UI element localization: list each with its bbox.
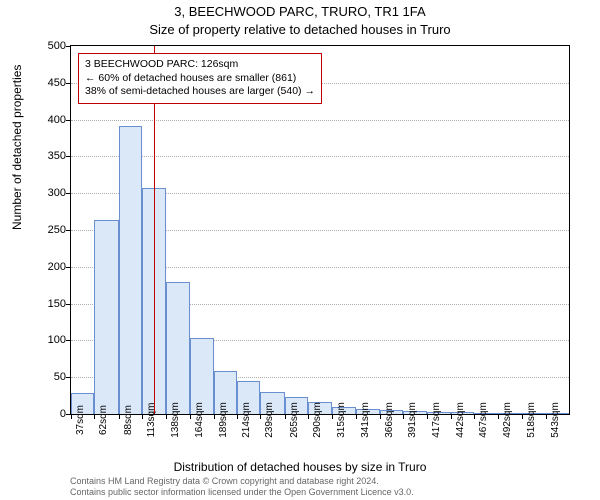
- y-tick-label: 50: [40, 371, 66, 383]
- x-tick-mark: [285, 415, 286, 419]
- x-tick-label: 417sqm: [431, 402, 442, 438]
- y-tick-mark: [66, 304, 70, 305]
- x-tick-mark: [356, 415, 357, 419]
- y-tick-mark: [66, 267, 70, 268]
- x-tick-mark: [214, 415, 215, 419]
- x-tick-label: 239sqm: [264, 402, 275, 438]
- y-tick-mark: [66, 377, 70, 378]
- x-tick-label: 88sqm: [123, 405, 134, 435]
- x-tick-mark: [474, 415, 475, 419]
- footer-line2: Contains public sector information licen…: [70, 487, 414, 498]
- annotation-line: ← 60% of detached houses are smaller (86…: [85, 72, 315, 86]
- y-tick-label: 200: [40, 261, 66, 273]
- x-tick-mark: [332, 415, 333, 419]
- x-tick-mark: [119, 415, 120, 419]
- plot-area: 3 BEECHWOOD PARC: 126sqm← 60% of detache…: [70, 45, 570, 415]
- x-tick-label: 518sqm: [526, 402, 537, 438]
- x-tick-label: 189sqm: [218, 402, 229, 438]
- x-tick-mark: [142, 415, 143, 419]
- y-tick-mark: [66, 193, 70, 194]
- x-tick-label: 62sqm: [98, 405, 109, 435]
- x-tick-mark: [260, 415, 261, 419]
- x-tick-label: 265sqm: [289, 402, 300, 438]
- annotation-line: 3 BEECHWOOD PARC: 126sqm: [85, 58, 315, 72]
- y-tick-label: 0: [40, 408, 66, 420]
- x-tick-mark: [546, 415, 547, 419]
- x-tick-mark: [166, 415, 167, 419]
- y-tick-label: 450: [40, 77, 66, 89]
- y-tick-mark: [66, 340, 70, 341]
- x-tick-mark: [522, 415, 523, 419]
- x-tick-mark: [403, 415, 404, 419]
- histogram-bar: [94, 220, 118, 414]
- y-tick-label: 400: [40, 114, 66, 126]
- y-tick-label: 300: [40, 187, 66, 199]
- annotation-box: 3 BEECHWOOD PARC: 126sqm← 60% of detache…: [78, 53, 322, 104]
- x-tick-label: 391sqm: [407, 402, 418, 438]
- x-tick-label: 164sqm: [194, 402, 205, 438]
- footer-attribution: Contains HM Land Registry data © Crown c…: [70, 476, 414, 498]
- x-tick-label: 138sqm: [170, 402, 181, 438]
- x-tick-mark: [94, 415, 95, 419]
- x-tick-label: 315sqm: [336, 402, 347, 438]
- x-tick-mark: [190, 415, 191, 419]
- x-tick-label: 442sqm: [455, 402, 466, 438]
- x-tick-mark: [498, 415, 499, 419]
- x-tick-label: 214sqm: [241, 402, 252, 438]
- x-tick-label: 543sqm: [550, 402, 561, 438]
- x-tick-label: 113sqm: [146, 403, 157, 438]
- histogram-bar: [119, 126, 142, 415]
- y-axis-label: Number of detached properties: [10, 65, 24, 230]
- footer-line1: Contains HM Land Registry data © Crown c…: [70, 476, 414, 487]
- y-tick-mark: [66, 83, 70, 84]
- y-tick-label: 500: [40, 40, 66, 52]
- x-tick-label: 467sqm: [478, 402, 489, 438]
- x-tick-label: 290sqm: [312, 402, 323, 438]
- x-tick-mark: [380, 415, 381, 419]
- y-tick-label: 100: [40, 334, 66, 346]
- x-tick-mark: [427, 415, 428, 419]
- x-axis-label: Distribution of detached houses by size …: [0, 460, 600, 474]
- y-tick-mark: [66, 230, 70, 231]
- histogram-bar: [166, 282, 190, 414]
- x-tick-label: 341sqm: [360, 402, 371, 438]
- y-tick-mark: [66, 414, 70, 415]
- chart-title-line1: 3, BEECHWOOD PARC, TRURO, TR1 1FA: [0, 4, 600, 19]
- annotation-line: 38% of semi-detached houses are larger (…: [85, 85, 315, 99]
- y-tick-mark: [66, 46, 70, 47]
- x-tick-label: 492sqm: [502, 402, 513, 438]
- gridline: [71, 156, 569, 157]
- x-tick-mark: [237, 415, 238, 419]
- y-tick-mark: [66, 120, 70, 121]
- chart-title-line2: Size of property relative to detached ho…: [0, 22, 600, 37]
- x-tick-mark: [71, 415, 72, 419]
- x-tick-mark: [451, 415, 452, 419]
- x-tick-label: 37sqm: [75, 405, 86, 435]
- x-tick-label: 366sqm: [384, 402, 395, 438]
- gridline: [71, 120, 569, 121]
- x-tick-mark: [308, 415, 309, 419]
- y-tick-label: 250: [40, 224, 66, 236]
- y-tick-label: 350: [40, 150, 66, 162]
- y-tick-label: 150: [40, 298, 66, 310]
- y-tick-mark: [66, 156, 70, 157]
